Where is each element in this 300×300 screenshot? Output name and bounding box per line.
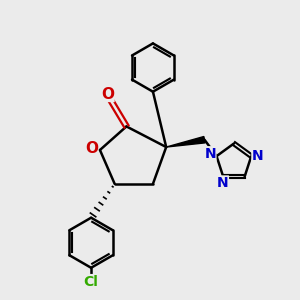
Text: O: O bbox=[85, 141, 98, 156]
Text: Cl: Cl bbox=[84, 274, 98, 289]
Text: N: N bbox=[217, 176, 228, 190]
Polygon shape bbox=[166, 136, 205, 147]
Text: N: N bbox=[252, 149, 264, 163]
Text: N: N bbox=[204, 147, 216, 161]
Text: O: O bbox=[102, 87, 115, 102]
